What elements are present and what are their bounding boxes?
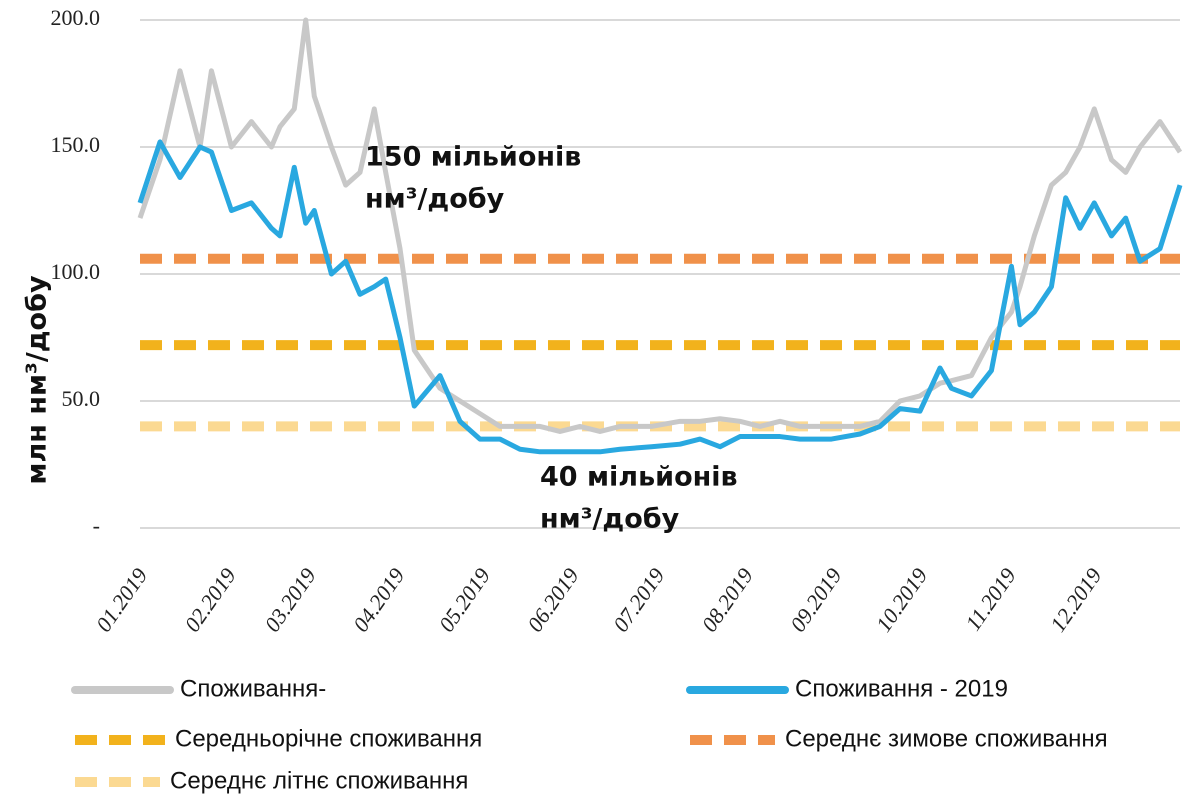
x-tick-label: 03.2019 [259,563,320,636]
x-tick-label: 11.2019 [960,563,1021,635]
x-tick-label: 04.2019 [348,563,409,636]
x-tick-label: 05.2019 [434,563,495,636]
x-tick-label: 10.2019 [871,563,932,636]
legend-label: Середнє літнє споживання [170,767,468,794]
legend-label: Середнє зимове споживання [785,725,1108,752]
y-tick-label: 100.0 [51,259,101,284]
x-tick-label: 01.2019 [91,563,152,636]
legend-label: Споживання- [180,675,326,702]
x-tick-label: 02.2019 [179,563,240,636]
y-tick-label: 150.0 [51,132,101,157]
series-line [137,139,1183,455]
y-axis-label: млн нм³/добу [22,275,53,485]
x-tick-label: 07.2019 [608,563,669,636]
legend-label: Споживання - 2019 [795,675,1008,702]
legend-label: Середньорічне споживання [175,725,482,752]
x-tick-label: 12.2019 [1045,563,1106,636]
y-tick-label: 50.0 [62,386,101,411]
y-tick-label: 200.0 [51,5,101,30]
annotation: 40 мільйонів [540,462,738,493]
x-tick-label: 09.2019 [785,563,846,636]
x-tick-label: 08.2019 [696,563,757,636]
series-line [137,17,1183,434]
annotation: 150 мільйонів [365,142,581,173]
y-tick-label: - [93,513,100,538]
x-tick-label: 06.2019 [522,563,583,636]
annotation: нм³/добу [365,184,505,215]
annotation: нм³/добу [540,504,680,535]
